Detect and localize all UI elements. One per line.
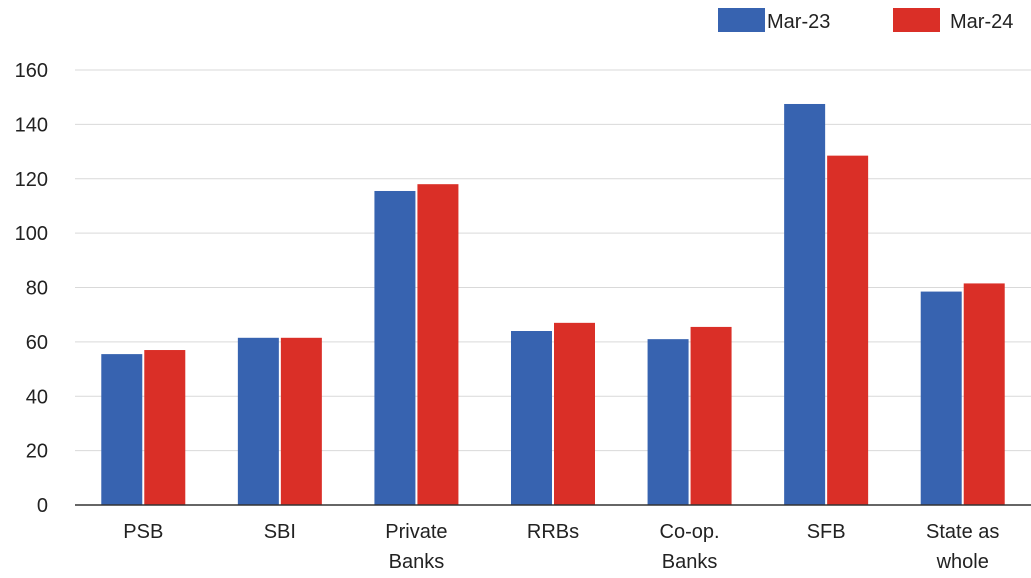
x-tick-label: Co-op. Banks: [660, 521, 720, 573]
bar-mar-24-6: [963, 283, 1005, 505]
legend-swatch-mar-23: [718, 8, 765, 32]
bar-mar-24-2: [417, 184, 459, 505]
y-tick-label: 0: [37, 495, 48, 517]
y-tick-label: 120: [15, 169, 48, 191]
legend: Mar-23 Mar-24: [718, 8, 1013, 33]
bar-mar-24-5: [827, 155, 869, 505]
x-tick-label: State as whole: [926, 521, 999, 573]
y-tick-label: 140: [15, 114, 48, 136]
y-tick-label: 80: [26, 278, 48, 300]
bar-mar-24-0: [144, 350, 186, 505]
y-tick-label: 100: [15, 223, 48, 245]
legend-swatch-mar-24: [893, 8, 940, 32]
bar-mar-23-4: [647, 339, 689, 505]
bar-mar-24-1: [280, 337, 322, 505]
legend-label-mar-24: Mar-24: [950, 11, 1013, 33]
bar-mar-23-2: [374, 190, 416, 505]
bar-mar-24-4: [690, 326, 732, 505]
y-tick-label: 160: [15, 60, 48, 82]
bar-mar-24-3: [554, 322, 595, 505]
x-axis-labels: PSB SBI Private Banks RRBs Co-op. Banks SFB Stat…: [123, 521, 999, 573]
bar-mar-23-3: [511, 331, 552, 505]
bar-mar-23-0: [101, 354, 143, 505]
y-tick-label: 20: [26, 441, 48, 463]
x-tick-label: Private Banks: [385, 521, 447, 573]
bar-mar-23-1: [237, 337, 279, 505]
legend-label-mar-23: Mar-23: [767, 11, 830, 33]
y-tick-label: 40: [26, 386, 48, 408]
bar-mar-23-6: [920, 291, 962, 505]
x-tick-label: SBI: [264, 521, 296, 543]
gridlines: [75, 69, 1031, 452]
bar-mar-23-5: [784, 103, 826, 505]
x-tick-label: PSB: [123, 521, 163, 543]
bars: [101, 103, 1005, 505]
x-tick-label: RRBs: [527, 521, 579, 543]
y-axis-ticks: 0 20 40 60 80 100 120 140 160: [15, 60, 48, 517]
y-tick-label: 60: [26, 332, 48, 354]
x-tick-label: SFB: [807, 521, 846, 543]
